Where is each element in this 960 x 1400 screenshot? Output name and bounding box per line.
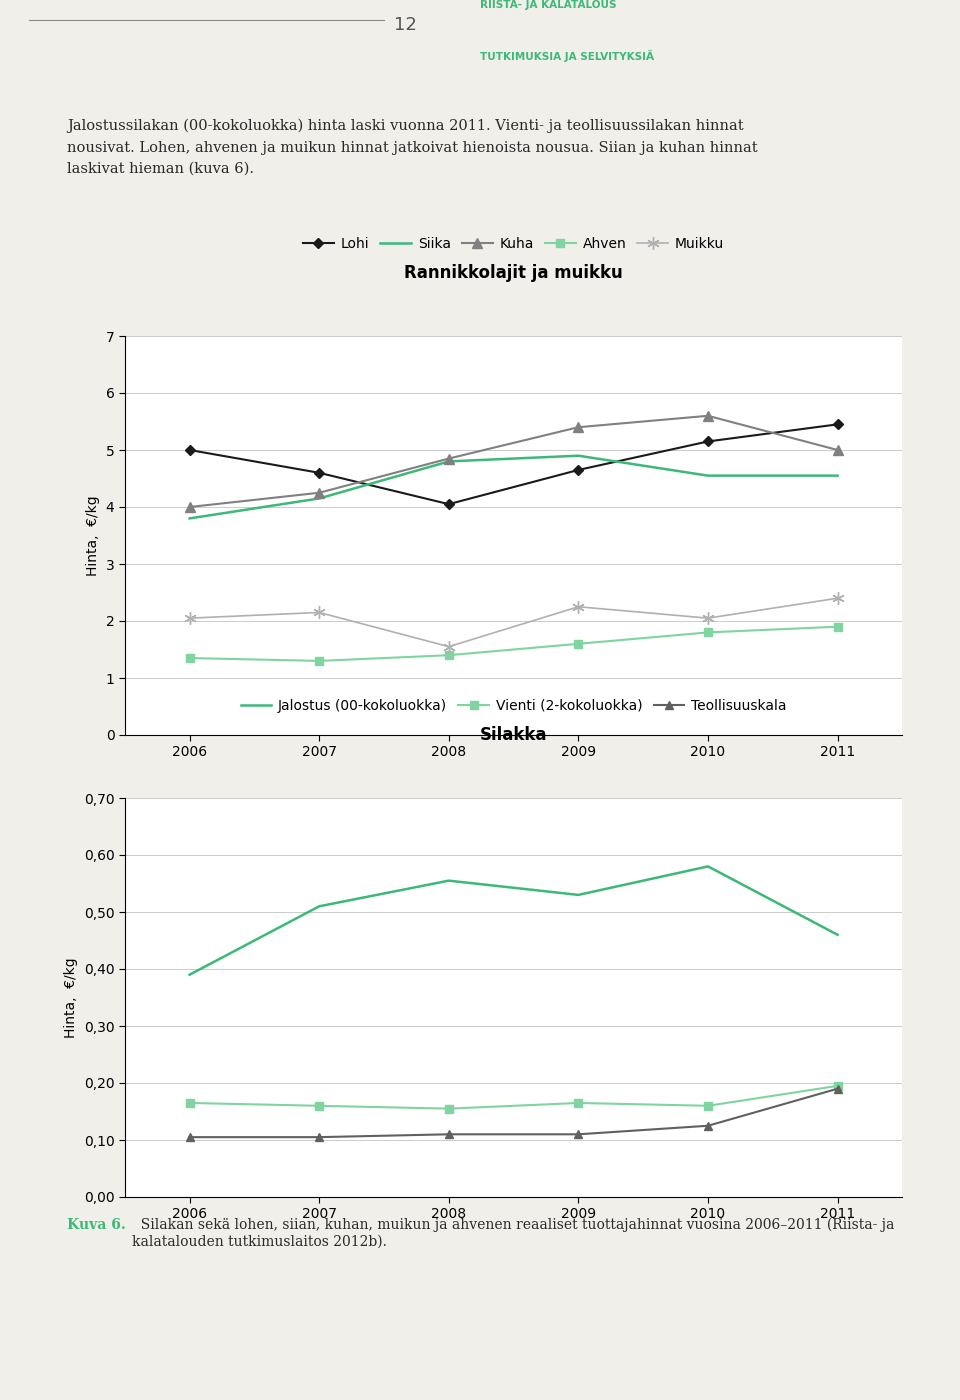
Legend: Lohi, Siika, Kuha, Ahven, Muikku: Lohi, Siika, Kuha, Ahven, Muikku (298, 231, 730, 256)
Title: Rannikkolajit ja muikku: Rannikkolajit ja muikku (404, 263, 623, 281)
Text: RIISTA- JA KALATALOUS: RIISTA- JA KALATALOUS (480, 0, 616, 10)
Y-axis label: Hinta,  €/kg: Hinta, €/kg (86, 496, 100, 575)
Text: Silakan sekä lohen, siian, kuhan, muikun ja ahvenen reaaliset tuottajahinnat vuo: Silakan sekä lohen, siian, kuhan, muikun… (132, 1218, 895, 1249)
Text: 12: 12 (394, 17, 417, 35)
Text: Kuva 6.: Kuva 6. (67, 1218, 126, 1232)
Text: Jalostussilakan (00-kokoluokka) hinta laski vuonna 2011. Vienti- ja teollisuussi: Jalostussilakan (00-kokoluokka) hinta la… (67, 119, 757, 175)
Text: TUTKIMUKSIA JA SELVITYKSIÄ: TUTKIMUKSIA JA SELVITYKSIÄ (480, 50, 654, 62)
Legend: Jalostus (00-kokoluokka), Vienti (2-kokoluokka), Teollisuuskala: Jalostus (00-kokoluokka), Vienti (2-koko… (235, 693, 792, 718)
Y-axis label: Hinta,  €/kg: Hinta, €/kg (64, 958, 78, 1037)
Title: Silakka: Silakka (480, 725, 547, 743)
